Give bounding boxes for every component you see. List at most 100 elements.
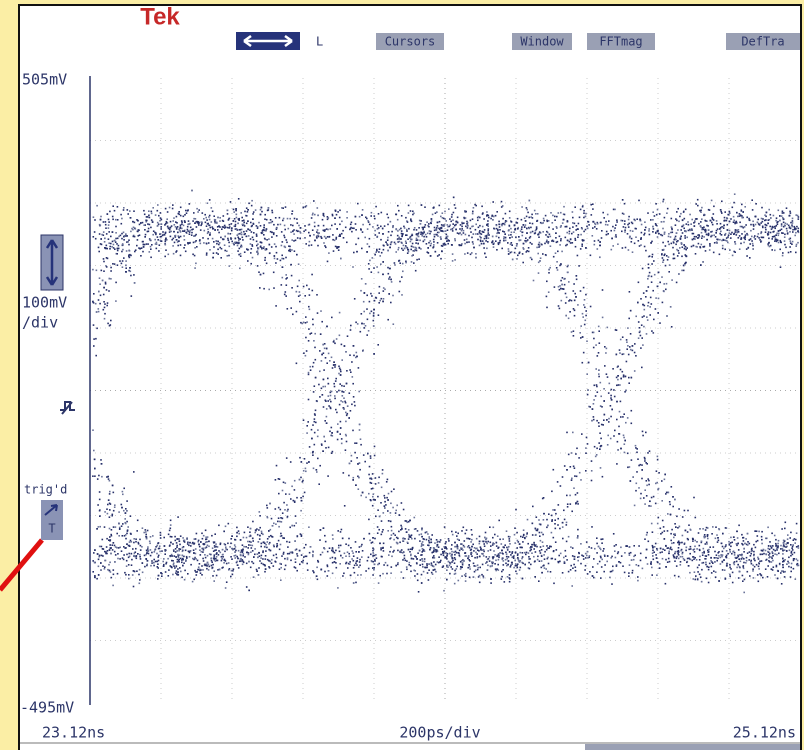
sample-dot [216,252,218,254]
sample-dot [420,248,422,250]
sample-dot [663,291,665,293]
sample-dot [244,251,246,253]
sample-dot [264,571,266,573]
sample-dot [749,543,751,545]
sample-dot [743,562,745,564]
sample-dot [661,480,663,482]
sample-dot [337,439,339,441]
sample-dot [614,230,616,232]
sample-dot [560,553,562,555]
sample-dot [635,316,637,318]
sample-dot [494,563,496,565]
sample-dot [388,231,390,233]
sample-dot [553,256,555,258]
sample-dot [154,549,156,551]
sample-dot [170,565,172,567]
menu-label[interactable]: FFTmag [599,35,642,49]
sample-dot [566,541,568,543]
sample-dot [502,223,504,225]
sample-dot [372,257,374,259]
sample-dot [211,207,213,209]
sample-dot [298,280,300,282]
sample-dot [299,301,301,303]
sample-dot [606,348,608,350]
sample-dot [109,248,111,250]
sample-dot [235,555,237,557]
sample-dot [242,564,244,566]
sample-dot [783,571,785,573]
sample-dot [509,211,511,213]
sample-dot [768,242,770,244]
sample-dot [648,230,650,232]
sample-dot [352,430,354,432]
sample-dot [236,561,238,563]
sample-dot [189,203,191,205]
sample-dot [257,534,259,536]
menu-label[interactable]: Cursors [385,35,436,49]
sample-dot [279,568,281,570]
sample-dot [796,558,798,560]
sample-dot [248,554,250,556]
sample-dot [160,223,162,225]
sample-dot [546,549,548,551]
sample-dot [115,554,117,556]
sample-dot [133,471,135,473]
sample-dot [557,561,559,563]
sample-dot [618,433,620,435]
sample-dot [557,269,559,271]
sample-dot [318,384,320,386]
sample-dot [533,556,535,558]
sample-dot [673,537,675,539]
sample-dot [450,229,452,231]
sample-dot [378,213,380,215]
sample-dot [734,539,736,541]
sample-dot [750,555,752,557]
sample-dot [95,238,97,240]
sample-dot [261,543,263,545]
sample-dot [506,553,508,555]
sample-dot [575,494,577,496]
sample-dot [100,243,102,245]
sample-dot [367,243,369,245]
sample-dot [291,213,293,215]
sample-dot [341,344,343,346]
sample-dot [670,533,672,535]
sample-dot [327,378,329,380]
menu-label[interactable]: L [316,35,323,49]
sample-dot [420,232,422,234]
sample-dot [575,453,577,455]
sample-dot [287,510,289,512]
sample-dot [474,571,476,573]
sample-dot [640,493,642,495]
sample-dot [154,239,156,241]
sample-dot [426,539,428,541]
sample-dot [300,510,302,512]
menu-label[interactable]: Window [520,35,564,49]
sample-dot [675,244,677,246]
sample-dot [661,500,663,502]
sample-dot [314,421,316,423]
sample-dot [286,277,288,279]
sample-dot [753,237,755,239]
sample-dot [680,561,682,563]
sample-dot [424,550,426,552]
sample-dot [316,471,318,473]
sample-dot [599,245,601,247]
sample-dot [420,559,422,561]
sample-dot [103,309,105,311]
sample-dot [360,495,362,497]
sample-dot [244,211,246,213]
sample-dot [213,215,215,217]
sample-dot [456,535,458,537]
sample-dot [698,237,700,239]
sample-dot [623,413,625,415]
sample-dot [177,568,179,570]
sample-dot [574,238,576,240]
sample-dot [746,557,748,559]
sample-dot [483,577,485,579]
menu-label[interactable]: DefTra [741,35,784,49]
sample-dot [680,229,682,231]
sample-dot [709,209,711,211]
sample-dot [211,221,213,223]
sample-dot [632,570,634,572]
